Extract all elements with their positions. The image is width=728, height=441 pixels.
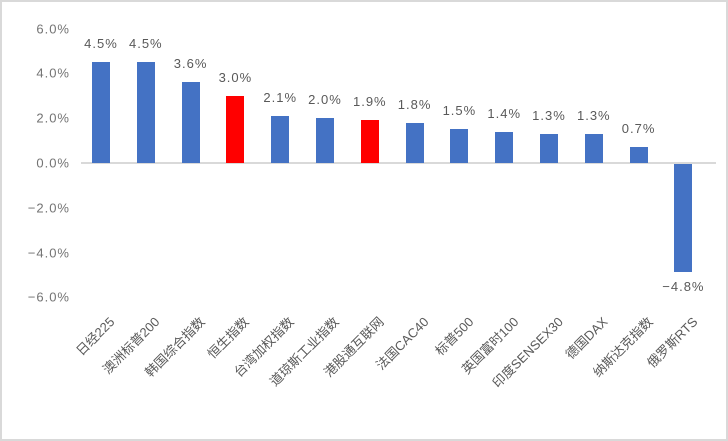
bar-value-label: 2.0% <box>308 92 342 108</box>
bar-11 <box>540 133 558 163</box>
bar-14 <box>674 164 693 272</box>
y-axis-tick-label: −4.0% <box>27 245 70 261</box>
bar-4 <box>226 95 245 163</box>
bar-value-label: 1.4% <box>487 105 522 121</box>
bar-9 <box>450 129 469 163</box>
bar-value-label: 3.6% <box>173 56 208 72</box>
bar-value-label: 1.5% <box>442 103 477 119</box>
bar-value-label: −4.8% <box>662 278 705 294</box>
bar-12 <box>584 133 603 163</box>
bar-10 <box>495 131 514 163</box>
y-axis-tick-label: 2.0% <box>36 110 70 126</box>
y-axis-tick-label: 0.0% <box>36 155 70 171</box>
bar-value-label: 1.8% <box>397 96 432 112</box>
bar-6 <box>316 118 334 163</box>
y-axis-tick-label: −2.0% <box>27 200 70 216</box>
bar-5 <box>271 115 290 163</box>
bar-value-label: 1.3% <box>532 107 566 123</box>
bar-value-label: 1.3% <box>576 107 611 123</box>
bar-1 <box>92 62 110 163</box>
bar-value-label: 0.7% <box>621 121 656 137</box>
bar-value-label: 1.9% <box>352 94 387 110</box>
y-axis-tick-label: 6.0% <box>36 21 70 37</box>
bar-8 <box>405 122 424 163</box>
bar-7 <box>360 120 379 163</box>
y-axis-tick-label: −6.0% <box>27 289 70 305</box>
bar-value-label: 4.5% <box>84 36 118 52</box>
x-axis-zero-line <box>81 162 716 164</box>
bar-value-label: 4.5% <box>128 36 163 52</box>
bar-value-label: 2.1% <box>263 89 298 105</box>
bar-value-label: 3.0% <box>218 69 253 85</box>
bar-2 <box>136 62 155 163</box>
bar-13 <box>629 147 648 163</box>
bar-3 <box>181 82 200 163</box>
y-axis-tick-label: 4.0% <box>36 65 70 81</box>
